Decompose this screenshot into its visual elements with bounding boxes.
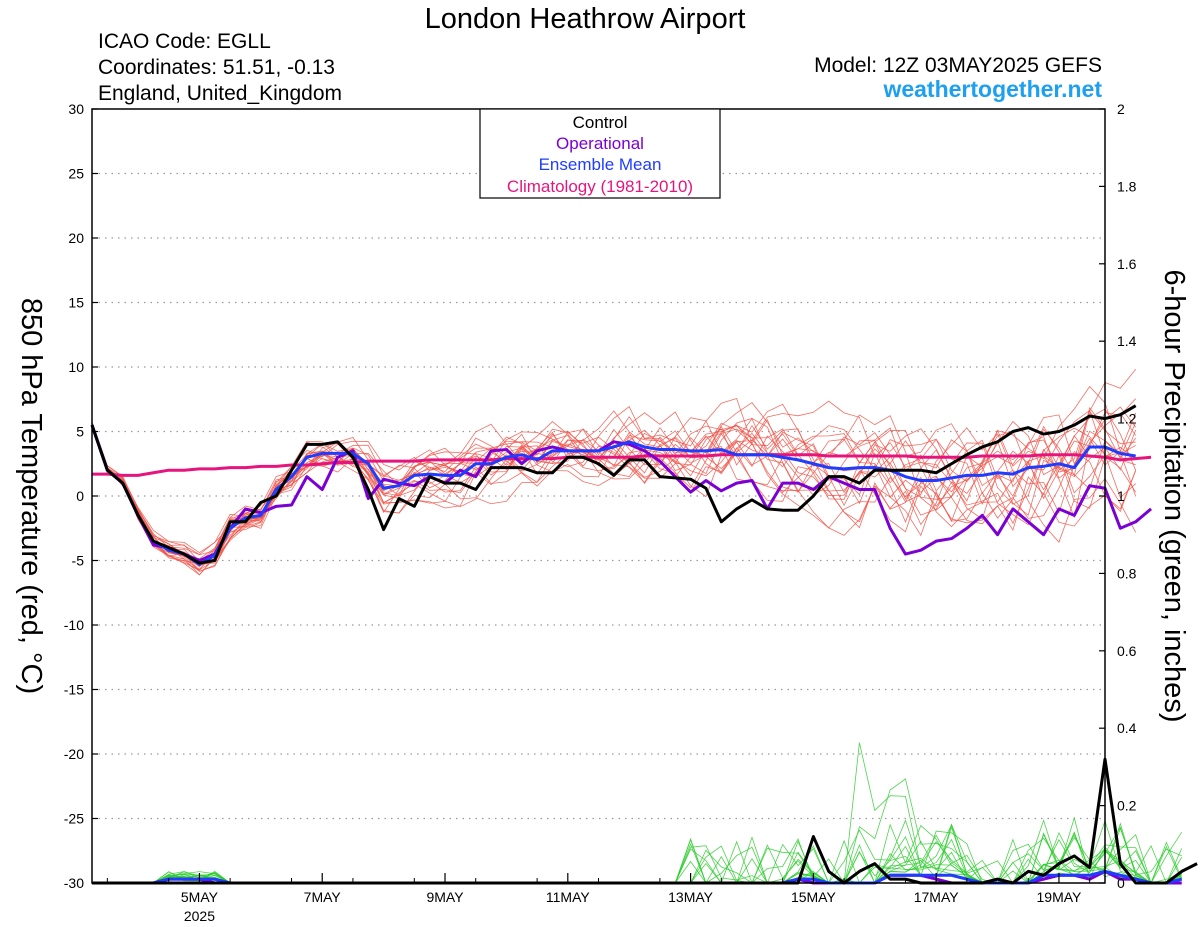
x-tick-label: 11MAY [546, 889, 590, 905]
region: England, United_Kingdom [98, 82, 342, 105]
y-axis-label: 850 hPa Temperature (red, °C) [15, 298, 47, 694]
x-tick-label: 7MAY [304, 889, 342, 905]
coordinates: Coordinates: 51.51, -0.13 [98, 56, 335, 79]
x-tick-label: 17MAY [914, 889, 960, 905]
y-tick-label: 15 [68, 295, 84, 311]
left-axis: 30 25 20 15 10 5 0 -5 -10 -15 -20 -25 -30 [64, 101, 98, 891]
y2-tick-label: 1.2 [1117, 411, 1137, 427]
y-tick-label: -5 [72, 553, 85, 569]
y2-tick-label: 2 [1117, 101, 1125, 117]
control-temperature-line [90, 404, 1137, 565]
y-tick-label: 0 [76, 488, 84, 504]
legend-box [479, 108, 721, 199]
y-tick-label: 25 [68, 166, 84, 182]
x-tick-label: 15MAY [791, 889, 837, 905]
y2-tick-label: 1.8 [1117, 178, 1137, 194]
ensemble-mean-temperature-line [90, 424, 1136, 566]
y-tick-label: -10 [64, 617, 84, 633]
y2-tick-label: 0.4 [1117, 720, 1137, 736]
y-tick-label: -15 [64, 682, 84, 698]
legend-ensemble-mean: Ensemble Mean [539, 155, 662, 174]
x-tick-label: 5MAY [181, 889, 219, 905]
y2-tick-label: 1 [1117, 488, 1125, 504]
y2-tick-label: 0.8 [1117, 565, 1137, 581]
y-tick-label: -30 [64, 875, 84, 891]
x-tick-label: 9MAY [426, 889, 464, 905]
y2-tick-label: 0 [1117, 875, 1125, 891]
chart-title: London Heathrow Airport [425, 3, 746, 35]
y2-axis-label: 6-hour Precipitation (green, inches) [1158, 270, 1190, 723]
site-link[interactable]: weathertogether.net [882, 76, 1102, 102]
y-tick-label: 10 [68, 359, 84, 375]
temperature-member-line [91, 421, 1136, 576]
legend: Control Operational Ensemble Mean Climat… [479, 108, 721, 199]
climatology-temperature-line [92, 453, 1152, 477]
x-tick-sublabel: 2025 [184, 908, 215, 924]
right-axis: 2 1.8 1.6 1.4 1.2 1 0.8 0.6 0.4 0.2 0 [1099, 101, 1137, 891]
temperature-member-line [91, 422, 1136, 566]
x-axis: 5MAY 2025 7MAY 9MAY 11MAY 13MAY 15MAY 17MAY 19MA… [106, 873, 1091, 924]
temperature-member-line [91, 425, 1137, 571]
y-tick-label: 20 [68, 230, 84, 246]
y-tick-label: -20 [64, 746, 84, 762]
y-tick-label: -25 [64, 811, 84, 827]
x-tick-label: 13MAY [668, 889, 714, 905]
legend-operational: Operational [556, 134, 644, 153]
y2-tick-label: 1.4 [1117, 333, 1137, 349]
legend-control: Control [573, 113, 628, 132]
y2-tick-label: 0.6 [1117, 643, 1137, 659]
y-tick-label: 5 [76, 424, 84, 440]
y2-tick-label: 0.2 [1117, 798, 1137, 814]
x-tick-label: 19MAY [1037, 889, 1083, 905]
icao-code: ICAO Code: EGLL [98, 30, 271, 53]
legend-climatology: Climatology (1981-2010) [507, 177, 693, 196]
y2-tick-label: 1.6 [1117, 256, 1137, 272]
model-run: Model: 12Z 03MAY2025 GEFS [814, 54, 1102, 77]
y-tick-label: 30 [68, 101, 84, 117]
